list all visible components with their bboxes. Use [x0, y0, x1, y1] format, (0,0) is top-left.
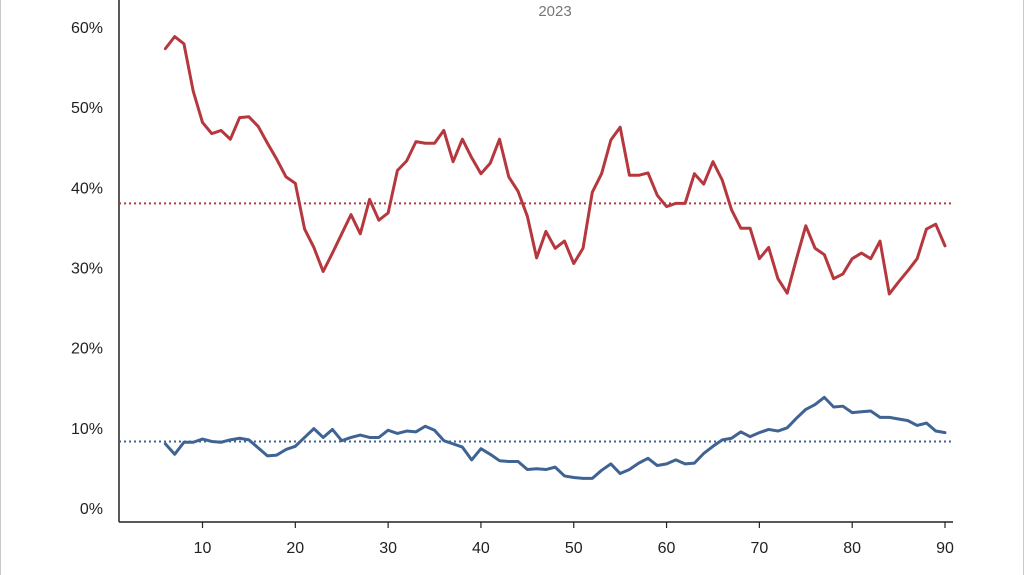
y-tick-label: 10% [71, 421, 103, 438]
y-tick-label: 50% [71, 100, 103, 117]
series-line-1 [163, 35, 947, 296]
x-tick-label: 80 [843, 540, 861, 557]
series-line-2 [163, 395, 947, 480]
chart-subtitle: 2023 [538, 3, 572, 20]
y-tick-label: 20% [71, 341, 103, 358]
x-tick-label: 20 [286, 540, 304, 557]
x-tick-label: 10 [194, 540, 212, 557]
x-tick-label: 30 [379, 540, 397, 557]
y-tick-label: 60% [71, 20, 103, 37]
left-border [0, 0, 1, 575]
x-tick-label: 50 [565, 540, 583, 557]
x-tick-label: 60 [658, 540, 676, 557]
x-tick-label: 90 [936, 540, 954, 557]
y-tick-label: 0% [80, 501, 103, 518]
x-tick-label: 70 [750, 540, 768, 557]
x-tick-label: 40 [472, 540, 490, 557]
y-tick-label: 30% [71, 261, 103, 278]
y-tick-label: 40% [71, 180, 103, 197]
